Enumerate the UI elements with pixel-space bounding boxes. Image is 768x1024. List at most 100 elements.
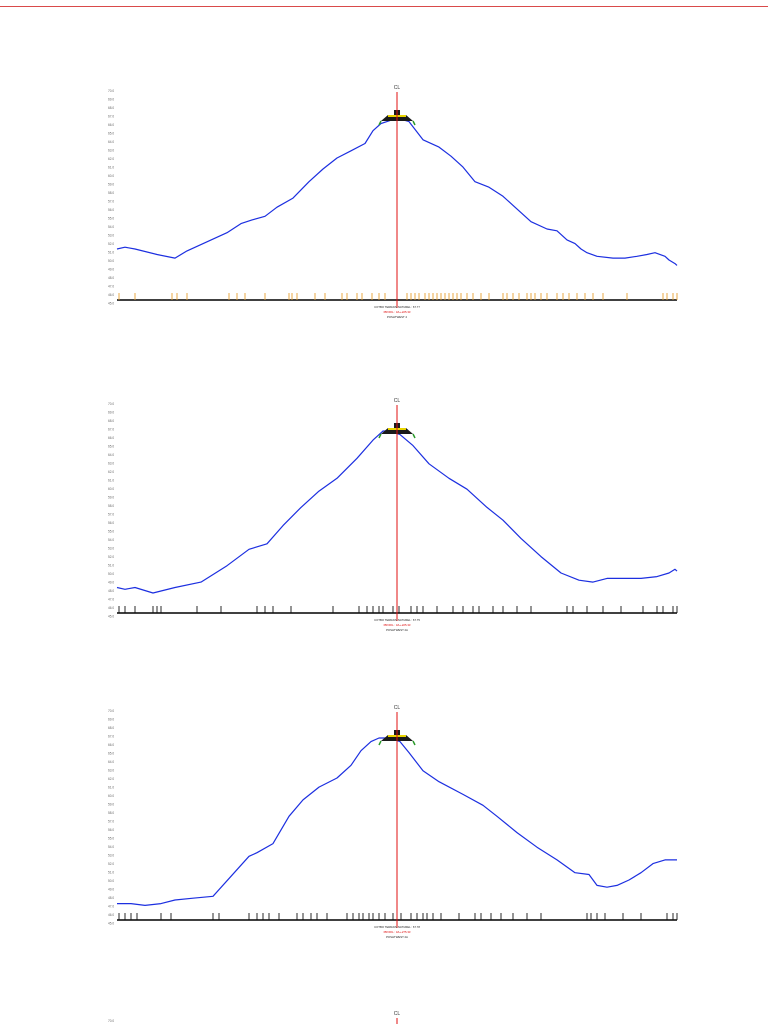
y-tick-label: 64.0 xyxy=(108,140,114,144)
y-tick-label: 56.0 xyxy=(108,521,114,525)
y-tick-label: 52.0 xyxy=(108,242,114,246)
y-tick-label: 69.0 xyxy=(108,718,114,722)
y-tick-label: 49.0 xyxy=(108,581,114,585)
y-tick-label: 47.0 xyxy=(108,598,114,602)
y-tick-label: 69.0 xyxy=(108,98,114,102)
y-tick-label: 52.0 xyxy=(108,862,114,866)
y-tick-label: 62.0 xyxy=(108,157,114,161)
y-tick-label: 63.0 xyxy=(108,149,114,153)
y-tick-label: 66.0 xyxy=(108,743,114,747)
profile-label: PROFIL : 3A+-225.33 xyxy=(384,623,411,627)
y-tick-label: 45.0 xyxy=(108,922,114,926)
y-tick-label: 60.0 xyxy=(108,487,114,491)
y-tick-label: 54.0 xyxy=(108,538,114,542)
y-tick-label: 55.0 xyxy=(108,837,114,841)
station-label: POSHTWEST 2A xyxy=(386,935,408,939)
y-tick-label: 60.0 xyxy=(108,794,114,798)
station-label: POSHTWEST 2 xyxy=(387,315,407,319)
y-tick-label: 51.0 xyxy=(108,564,114,568)
y-tick-label: 62.0 xyxy=(108,777,114,781)
left-slope xyxy=(378,120,382,126)
y-tick-label: 46.0 xyxy=(108,606,114,610)
y-tick-label: 47.0 xyxy=(108,905,114,909)
right-slope xyxy=(412,433,416,439)
y-tick-label: 53.0 xyxy=(108,234,114,238)
y-tick-label: 67.0 xyxy=(108,428,114,432)
y-tick-label: 68.0 xyxy=(108,419,114,423)
y-tick-label: 53.0 xyxy=(108,547,114,551)
y-tick-label: 70.0 xyxy=(108,1019,114,1023)
y-tick-label: 67.0 xyxy=(108,115,114,119)
y-tick-label: 46.0 xyxy=(108,913,114,917)
y-tick-label: 49.0 xyxy=(108,888,114,892)
cross-section-3: 70.0 69.0 68.0 67.0 66.0 65.0 64.0 63.0 62.0 61.0… xyxy=(108,705,678,939)
page-top-rule xyxy=(0,6,768,7)
y-tick-label: 54.0 xyxy=(108,225,114,229)
y-tick-label: 52.0 xyxy=(108,555,114,559)
y-tick-label: 58.0 xyxy=(108,811,114,815)
y-tick-label: 56.0 xyxy=(108,208,114,212)
y-tick-label: 61.0 xyxy=(108,479,114,483)
y-tick-label: 60.0 xyxy=(108,174,114,178)
centerline-label: CL xyxy=(394,398,401,404)
y-tick-label: 48.0 xyxy=(108,276,114,280)
y-tick-label: 61.0 xyxy=(108,166,114,170)
y-tick-label: 59.0 xyxy=(108,803,114,807)
profile-label: PROFIL : 3A+-275.33 xyxy=(384,930,411,934)
ground-level-label: COTBO TERRAIN NATUREL : 67.78 xyxy=(374,925,420,929)
cross-section-1: 70.0 69.0 68.0 67.0 66.0 65.0 64.0 63.0 62.0 61.0… xyxy=(108,85,678,319)
y-tick-label: 69.0 xyxy=(108,411,114,415)
ground-profile-line xyxy=(116,117,678,266)
ground-level-label: COTBO TERRAIN NATUREL : 67.75 xyxy=(374,618,420,622)
y-tick-label: 68.0 xyxy=(108,106,114,110)
y-tick-label: 57.0 xyxy=(108,513,114,517)
y-tick-label: 64.0 xyxy=(108,760,114,764)
y-tick-label: 67.0 xyxy=(108,735,114,739)
left-slope xyxy=(378,433,382,439)
y-tick-label: 47.0 xyxy=(108,285,114,289)
y-tick-label: 65.0 xyxy=(108,132,114,136)
left-slope xyxy=(378,740,382,746)
y-tick-label: 49.0 xyxy=(108,268,114,272)
y-tick-label: 50.0 xyxy=(108,879,114,883)
y-tick-label: 70.0 xyxy=(108,89,114,93)
y-tick-label: 68.0 xyxy=(108,726,114,730)
y-tick-label: 56.0 xyxy=(108,828,114,832)
y-tick-label: 50.0 xyxy=(108,259,114,263)
y-tick-label: 70.0 xyxy=(108,709,114,713)
y-tick-label: 46.0 xyxy=(108,293,114,297)
right-slope xyxy=(412,740,416,746)
y-tick-label: 45.0 xyxy=(108,615,114,619)
cross-section-2: 70.0 69.0 68.0 67.0 66.0 65.0 64.0 63.0 62.0 61.0… xyxy=(108,398,678,632)
y-tick-label: 61.0 xyxy=(108,786,114,790)
y-tick-label: 63.0 xyxy=(108,769,114,773)
y-tick-label: 54.0 xyxy=(108,845,114,849)
profile-label: PROFIL : 3A+-225.33 xyxy=(384,310,411,314)
right-slope xyxy=(412,120,416,126)
centerline-label: CL xyxy=(394,705,401,711)
y-tick-label: 58.0 xyxy=(108,504,114,508)
centerline-label: CL xyxy=(394,85,401,91)
y-tick-label: 48.0 xyxy=(108,589,114,593)
centerline-label: CL xyxy=(394,1011,401,1017)
y-tick-label: 45.0 xyxy=(108,302,114,306)
y-tick-label: 57.0 xyxy=(108,820,114,824)
y-tick-label: 50.0 xyxy=(108,572,114,576)
y-tick-label: 59.0 xyxy=(108,183,114,187)
y-tick-label: 62.0 xyxy=(108,470,114,474)
y-tick-label: 57.0 xyxy=(108,200,114,204)
ground-profile-line xyxy=(116,430,678,594)
y-tick-label: 59.0 xyxy=(108,496,114,500)
y-tick-label: 65.0 xyxy=(108,752,114,756)
y-tick-label: 51.0 xyxy=(108,871,114,875)
y-tick-label: 64.0 xyxy=(108,453,114,457)
station-label: POSHTWEST 2A xyxy=(386,628,408,632)
y-tick-label: 63.0 xyxy=(108,462,114,466)
y-tick-label: 55.0 xyxy=(108,530,114,534)
y-tick-label: 58.0 xyxy=(108,191,114,195)
y-tick-label: 70.0 xyxy=(108,402,114,406)
y-tick-label: 55.0 xyxy=(108,217,114,221)
y-tick-label: 66.0 xyxy=(108,123,114,127)
y-tick-label: 66.0 xyxy=(108,436,114,440)
y-tick-label: 53.0 xyxy=(108,854,114,858)
